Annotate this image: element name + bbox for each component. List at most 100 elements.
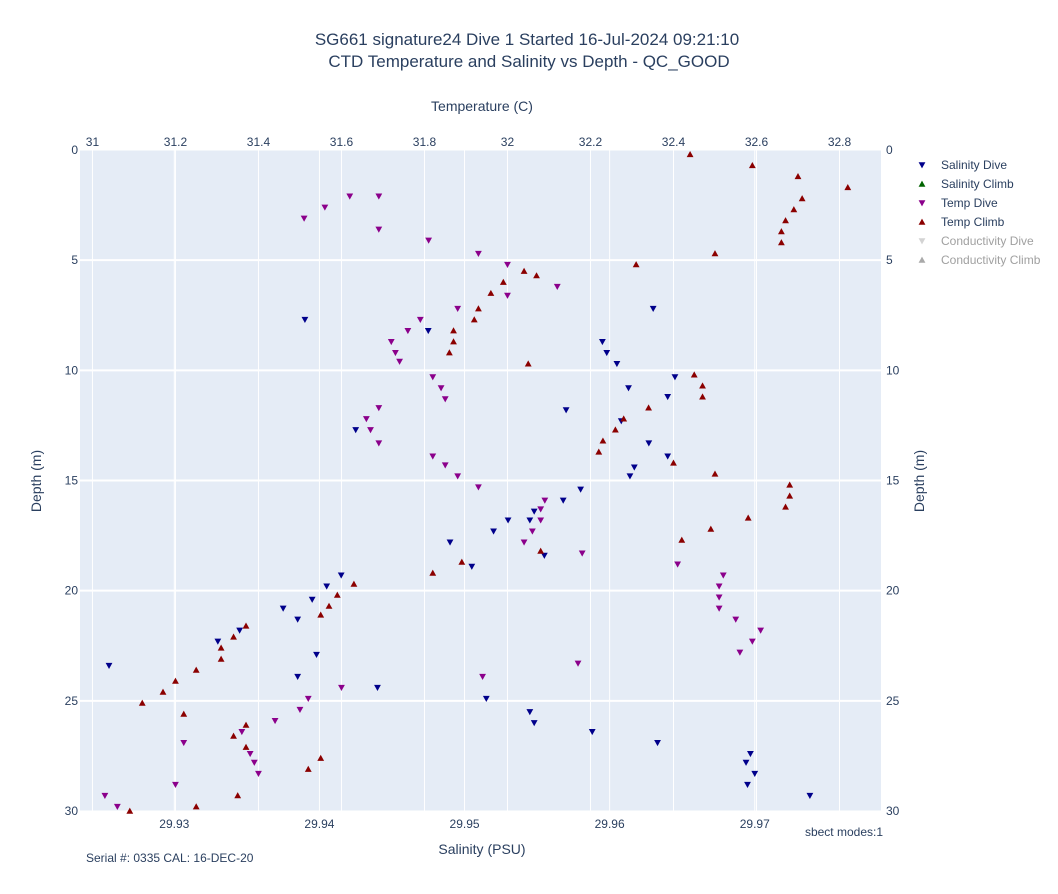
- point-2-48: [238, 728, 246, 736]
- x-top-tick-label: 31.2: [164, 135, 188, 149]
- point-0-3: [654, 739, 661, 747]
- point-3-20: [524, 360, 532, 367]
- legend-label[interactable]: Salinity Dive: [941, 158, 1007, 172]
- point-2-49: [180, 739, 188, 747]
- point-3-57: [304, 765, 312, 772]
- point-3-50: [159, 688, 167, 695]
- point-3-17: [450, 327, 457, 334]
- point-3-10: [632, 261, 640, 268]
- point-2-32: [578, 550, 586, 557]
- series-temp-dive: [101, 193, 765, 810]
- point-2-14: [392, 349, 399, 357]
- point-0-23: [214, 638, 222, 645]
- point-3-42: [325, 602, 333, 609]
- legend-marker: [918, 200, 926, 207]
- point-2-43: [479, 673, 486, 680]
- x-top-axis-title: Temperature (C): [431, 98, 533, 114]
- point-0-20: [294, 616, 302, 623]
- legend-label[interactable]: Conductivity Climb: [941, 253, 1041, 267]
- point-3-32: [786, 492, 794, 499]
- point-2-9: [504, 292, 511, 299]
- point-2-24: [441, 462, 449, 469]
- point-3-11: [533, 272, 540, 279]
- legend-label[interactable]: Temp Climb: [941, 215, 1005, 229]
- series-salinity-dive: [105, 305, 814, 799]
- point-3-36: [678, 536, 686, 543]
- point-2-26: [475, 484, 482, 491]
- point-0-14: [526, 517, 534, 524]
- point-3-30: [711, 470, 719, 477]
- point-3-4: [798, 195, 806, 202]
- point-3-51: [138, 699, 146, 706]
- point-3-39: [429, 569, 437, 576]
- x-top-tick-label: 31: [86, 135, 100, 149]
- point-2-31: [520, 539, 528, 546]
- point-2-52: [255, 770, 262, 777]
- point-0-10: [630, 464, 638, 471]
- point-3-54: [230, 732, 237, 739]
- point-2-11: [416, 316, 424, 324]
- point-3-5: [790, 206, 798, 213]
- sbect-modes-note: sbect modes:1: [805, 825, 883, 839]
- point-0-0: [806, 792, 814, 799]
- point-2-54: [101, 792, 109, 799]
- point-3-3: [844, 184, 852, 191]
- point-0-9: [645, 440, 653, 447]
- point-2-23: [429, 453, 437, 460]
- point-3-46: [217, 644, 225, 651]
- point-3-43: [317, 611, 325, 618]
- point-3-22: [699, 382, 706, 389]
- point-3-41: [333, 591, 341, 598]
- point-3-40: [350, 580, 358, 587]
- point-0-26: [294, 673, 302, 680]
- legend-marker: [918, 238, 926, 245]
- x-top-tick-label: 32.8: [828, 135, 852, 149]
- legend-label[interactable]: Temp Dive: [941, 196, 998, 210]
- point-0-25: [313, 651, 320, 658]
- point-3-55: [242, 743, 250, 750]
- y-tick-label-left: 15: [65, 474, 79, 488]
- point-2-25: [454, 473, 462, 480]
- point-2-22: [375, 440, 383, 447]
- axis-ticks: 31 31.2 31.4 31.6 31.8 32 32.2 32.4 32.6 32.8 29.9…: [65, 135, 900, 831]
- point-3-0: [686, 151, 694, 158]
- y-tick-label-left: 20: [65, 584, 79, 598]
- point-3-26: [611, 426, 619, 433]
- point-2-8: [553, 283, 561, 291]
- point-2-46: [296, 706, 304, 714]
- x-bottom-tick-label: 29.95: [450, 817, 480, 831]
- legend-label[interactable]: Salinity Climb: [941, 177, 1014, 191]
- legend: Salinity Dive Salinity Climb Temp Dive Temp…: [918, 158, 1041, 267]
- point-0-4: [588, 728, 596, 736]
- point-2-39: [757, 627, 765, 634]
- point-2-50: [246, 750, 254, 758]
- point-0-37: [352, 427, 360, 434]
- point-2-10: [454, 305, 462, 313]
- point-2-45: [304, 695, 312, 703]
- legend-label[interactable]: Conductivity Dive: [941, 234, 1034, 248]
- point-0-42: [649, 305, 657, 313]
- point-2-1: [321, 204, 329, 211]
- point-3-59: [192, 803, 200, 810]
- chart-title: SG661 signature24 Dive 1 Started 16-Jul-…: [315, 30, 739, 49]
- x-bottom-tick-label: 29.97: [740, 817, 770, 831]
- point-2-19: [375, 405, 383, 412]
- point-2-2: [346, 193, 354, 200]
- point-2-6: [475, 250, 482, 257]
- point-0-33: [751, 770, 759, 777]
- point-3-33: [782, 503, 789, 510]
- point-2-51: [250, 759, 258, 766]
- point-3-14: [487, 289, 495, 296]
- point-3-60: [126, 807, 134, 814]
- point-2-35: [715, 583, 723, 590]
- point-3-27: [599, 437, 607, 444]
- point-2-17: [437, 385, 445, 392]
- point-3-9: [711, 250, 719, 257]
- legend-marker: [918, 256, 926, 263]
- point-2-36: [715, 594, 723, 601]
- point-0-36: [598, 338, 606, 346]
- point-2-0: [300, 215, 308, 222]
- legend-marker: [918, 180, 926, 187]
- point-0-44: [664, 453, 672, 460]
